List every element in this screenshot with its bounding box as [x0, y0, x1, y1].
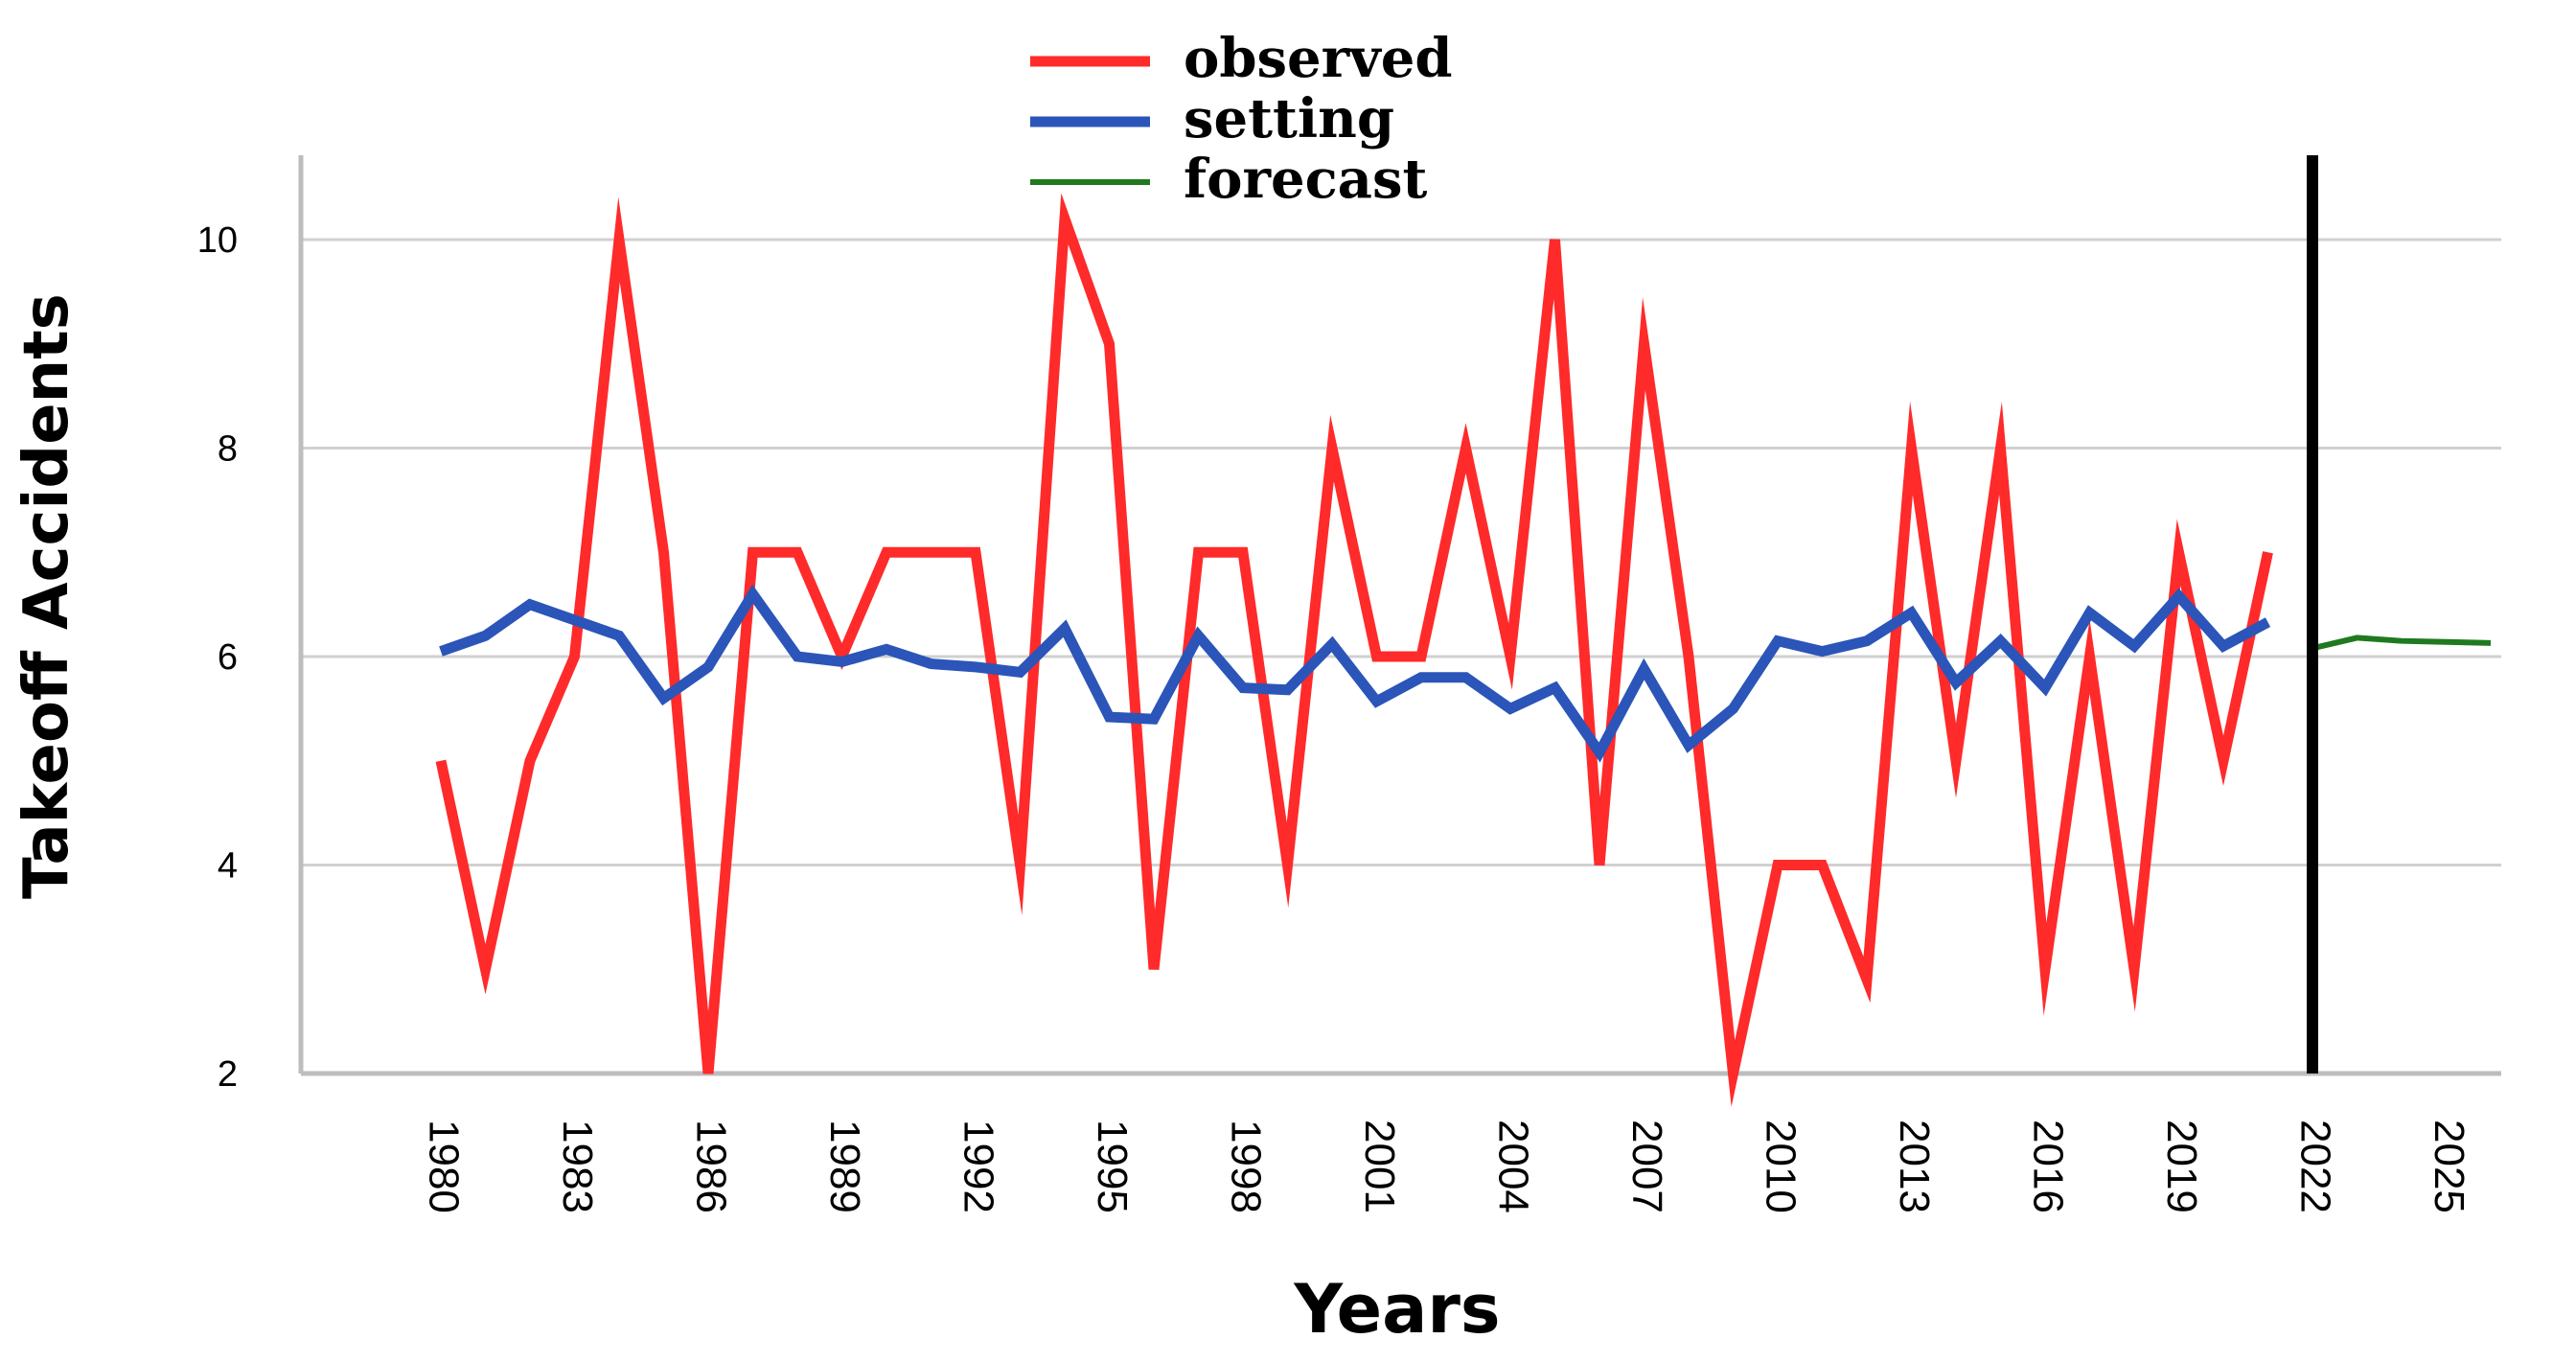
series-line-setting [439, 584, 2271, 763]
x-tick-label: 1980 [420, 1120, 467, 1213]
axes [298, 155, 2501, 1076]
x-axis-title: Years [1293, 1270, 1500, 1349]
x-tick-label: 2001 [1356, 1120, 1403, 1213]
x-tick-label: 1992 [954, 1120, 1001, 1213]
x-tick-labels: 1980 1983 1986 1989 1992 1995 1998 2001 2004 2007… [420, 1120, 2472, 1213]
x-tick-label: 2007 [1623, 1120, 1670, 1213]
x-tick-label: 1983 [554, 1120, 601, 1213]
legend-label-forecast: forecast [1184, 148, 1427, 211]
x-tick-label: 2022 [2291, 1120, 2338, 1213]
x-tick-label: 1995 [1089, 1120, 1136, 1213]
x-tick-label: 2004 [1489, 1120, 1536, 1213]
y-tick-label: 4 [218, 846, 238, 887]
x-tick-label: 2010 [1757, 1120, 1804, 1213]
x-tick-label: 1986 [687, 1120, 734, 1213]
y-tick-label: 2 [218, 1054, 238, 1095]
y-tick-label: 6 [218, 637, 238, 678]
series-line-forecast [2312, 635, 2492, 652]
series-line-observed [435, 193, 2273, 1107]
x-tick-label: 2013 [1891, 1120, 1938, 1213]
y-tick-label: 10 [197, 220, 238, 261]
y-tick-labels: 2 4 6 8 10 [197, 220, 238, 1095]
x-tick-label: 1998 [1222, 1120, 1269, 1213]
legend-label-observed: observed [1184, 27, 1453, 90]
legend-label-setting: setting [1184, 87, 1394, 150]
series-group [435, 193, 2492, 1107]
y-tick-label: 8 [218, 429, 238, 470]
x-tick-label: 2025 [2426, 1120, 2472, 1213]
x-tick-label: 2019 [2158, 1120, 2205, 1213]
y-axis-title: Takeoff Accidents [12, 293, 82, 899]
x-tick-label: 1989 [821, 1120, 868, 1213]
x-tick-label: 2016 [2024, 1120, 2071, 1213]
